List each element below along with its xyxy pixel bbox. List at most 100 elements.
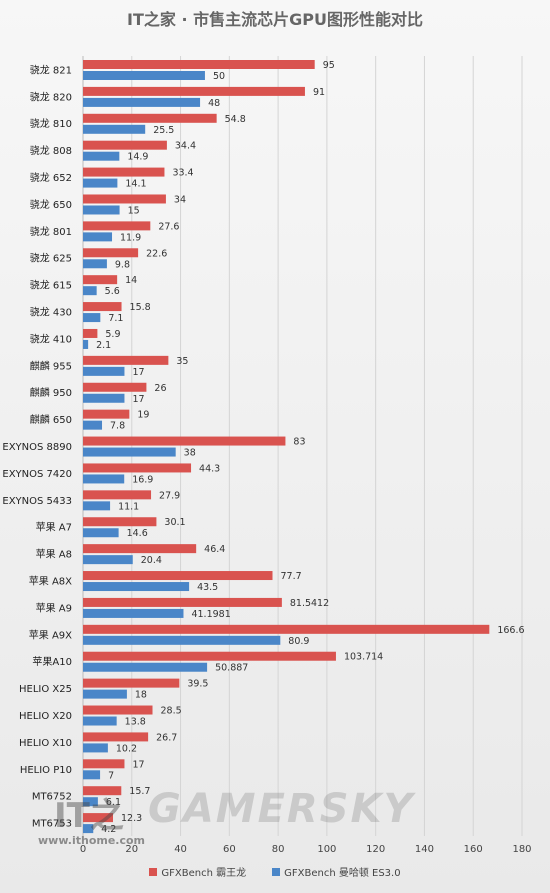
bar-series-1 [83,571,273,581]
data-label-series-2: 14.1 [125,179,146,190]
category-label: EXYNOS 5433 [2,496,72,507]
bar-series-1 [83,409,130,419]
bar-series-1 [83,786,122,796]
bar-series-2 [83,743,108,753]
bar-series-2 [83,286,97,296]
bar-series-2 [83,151,120,161]
bar-series-1 [83,60,315,69]
data-label-series-1: 83 [293,437,305,448]
data-label-series-2: 13.8 [125,717,146,728]
bar-series-2 [83,824,94,834]
bar-series-1 [83,624,490,634]
data-label-series-1: 33.4 [172,168,193,179]
category-label: EXYNOS 8890 [2,442,72,453]
data-label-series-1: 28.5 [161,706,182,717]
bar-series-2 [83,124,146,134]
category-label: 骁龙 410 [30,332,72,345]
x-tick-label: 160 [464,844,483,855]
bar-series-1 [83,355,169,365]
bar-series-1 [83,490,152,500]
chart-legend: GFXBench 霸王龙 GFXBench 曼哈顿 ES3.0 [0,864,550,879]
category-label: HELIO X10 [19,738,72,749]
data-label-series-2: 43.5 [197,582,218,593]
data-label-series-2: 14.9 [127,152,148,163]
category-label: 骁龙 625 [30,252,72,265]
bar-series-1 [83,302,122,312]
data-label-series-2: 7.8 [110,421,125,432]
data-label-series-2: 14.6 [127,528,148,539]
bar-series-2 [83,313,101,323]
data-label-series-1: 54.8 [225,114,246,125]
x-tick-label: 0 [80,844,86,855]
data-label-series-2: 7.1 [108,313,123,324]
bar-series-1 [83,678,180,688]
category-label: EXYNOS 7420 [2,469,72,480]
data-label-series-1: 39.5 [187,679,208,690]
data-label-series-2: 11.1 [118,501,139,512]
legend-label-series-1: GFXBench 霸王龙 [161,868,247,879]
bar-series-2 [83,582,190,592]
bar-series-2 [83,259,107,269]
x-tick-label: 100 [317,844,336,855]
data-label-series-1: 81.5412 [290,598,329,609]
bar-series-2 [83,528,119,538]
bar-series-2 [83,797,98,807]
data-label-series-2: 16.9 [132,474,153,485]
bar-series-1 [83,86,305,96]
x-tick-label: 40 [174,844,187,855]
category-label: 苹果 A9X [29,628,72,641]
data-label-series-1: 95 [323,60,335,71]
data-label-series-2: 11.9 [120,232,141,243]
data-label-series-2: 4.2 [101,824,116,835]
category-label: 骁龙 801 [30,225,72,238]
data-label-series-1: 166.6 [497,625,524,636]
data-label-series-1: 26 [154,383,166,394]
bar-series-2 [83,474,125,484]
legend-item-series-2: GFXBench 曼哈顿 ES3.0 [272,864,401,879]
x-tick-label: 60 [223,844,236,855]
data-label-series-2: 38 [184,448,196,459]
legend-label-series-2: GFXBench 曼哈顿 ES3.0 [284,868,401,879]
bar-series-2 [83,608,184,618]
category-label: 麒麟 955 [30,359,72,372]
x-tick-label: 20 [125,844,138,855]
data-label-series-2: 2.1 [96,340,111,351]
data-label-series-1: 34.4 [175,141,196,152]
bar-series-2 [83,71,205,80]
data-label-series-1: 44.3 [199,463,220,474]
category-label: 骁龙 615 [30,279,72,292]
data-label-series-2: 25.5 [153,125,174,136]
bar-series-2 [83,393,125,403]
bar-series-2 [83,420,103,430]
bars [83,60,490,834]
labels: 0 20 40 60 80 100 120 140 160 180 骁龙 821 95 50 骁龙 820… [2,60,531,855]
bar-series-2 [83,501,111,511]
chart-title: IT之家 · 市售主流芯片GPU图形性能对比 [127,10,423,29]
category-label: 苹果A10 [32,655,72,668]
category-label: 骁龙 650 [30,198,72,211]
data-label-series-1: 12.3 [121,813,142,824]
category-label: MT6753 [32,819,72,830]
x-tick-label: 180 [512,844,531,855]
x-tick-label: 80 [272,844,285,855]
data-label-series-1: 103.714 [344,652,383,663]
bar-series-2 [83,770,101,780]
category-label: 骁龙 820 [30,90,72,103]
bar-series-1 [83,113,217,123]
bar-series-1 [83,248,139,258]
data-label-series-2: 18 [135,690,147,701]
data-label-series-2: 5.6 [105,286,120,297]
data-label-series-1: 15.8 [130,302,151,313]
data-label-series-2: 80.9 [288,636,309,647]
data-label-series-2: 17 [132,394,144,405]
bar-series-1 [83,517,157,527]
bar-series-1 [83,167,165,177]
data-label-series-1: 22.6 [146,248,167,259]
bar-series-2 [83,97,201,107]
bar-series-2 [83,205,120,215]
bar-series-1 [83,732,149,742]
bar-series-1 [83,328,98,338]
category-label: 麒麟 650 [30,413,72,426]
category-label: HELIO X25 [19,684,72,695]
